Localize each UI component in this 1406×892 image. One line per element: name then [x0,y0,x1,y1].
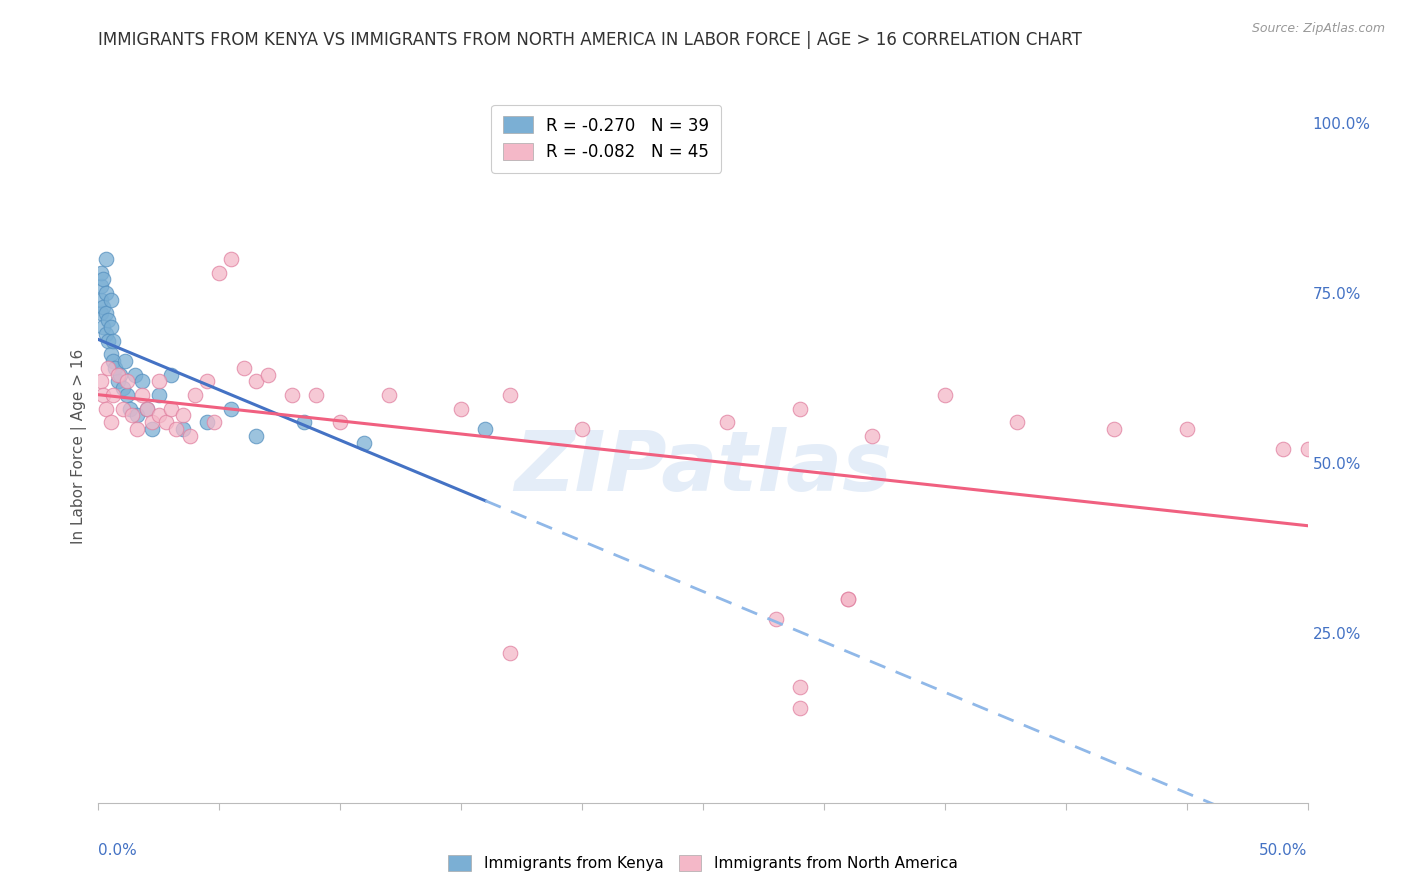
Point [498,646,520,660]
Point [148,375,170,389]
Point [160,368,183,382]
Point [101,388,124,402]
Point [94,326,117,341]
Text: Source: ZipAtlas.com: Source: ZipAtlas.com [1251,22,1385,36]
Point [148,409,170,423]
Point [90,293,112,307]
Point [179,429,201,443]
Point [94,306,117,320]
Point [111,381,134,395]
Point [377,388,399,402]
Point [107,375,129,389]
Point [127,422,149,436]
Text: ZIPatlas: ZIPatlas [515,427,891,508]
Point [245,429,267,443]
Point [789,680,811,694]
Point [1102,422,1125,436]
Legend: Immigrants from Kenya, Immigrants from North America: Immigrants from Kenya, Immigrants from N… [443,849,963,877]
Point [90,306,112,320]
Point [221,401,243,416]
Point [97,313,120,327]
Point [245,375,267,389]
Point [1272,442,1295,457]
Point [91,300,114,314]
Point [97,334,120,348]
Point [101,334,124,348]
Point [195,415,218,429]
Point [474,422,496,436]
Point [91,388,114,402]
Point [111,401,134,416]
Point [1007,415,1029,429]
Point [104,360,127,375]
Point [292,415,315,429]
Point [108,368,131,382]
Point [155,415,177,429]
Point [789,401,811,416]
Point [221,252,243,266]
Point [232,360,254,375]
Point [90,375,112,389]
Point [117,388,139,402]
Point [94,401,117,416]
Point [204,415,226,429]
Point [305,388,328,402]
Point [208,266,231,280]
Point [124,368,146,382]
Point [100,415,122,429]
Text: 50.0%: 50.0% [1260,843,1308,858]
Point [172,409,194,423]
Point [571,422,593,436]
Point [121,409,143,423]
Point [101,354,124,368]
Point [117,375,139,389]
Point [148,388,170,402]
Point [160,401,183,416]
Point [141,415,163,429]
Point [195,375,218,389]
Point [118,401,141,416]
Point [141,422,163,436]
Point [165,422,187,436]
Text: IMMIGRANTS FROM KENYA VS IMMIGRANTS FROM NORTH AMERICA IN LABOR FORCE | AGE > 16: IMMIGRANTS FROM KENYA VS IMMIGRANTS FROM… [98,31,1083,49]
Text: 0.0%: 0.0% [98,843,138,858]
Point [837,591,859,606]
Point [94,252,117,266]
Point [172,422,194,436]
Point [256,368,278,382]
Point [114,354,136,368]
Point [135,401,157,416]
Point [353,435,375,450]
Point [184,388,207,402]
Point [135,401,157,416]
Point [90,266,112,280]
Point [716,415,738,429]
Point [100,320,122,334]
Point [100,293,122,307]
Point [934,388,956,402]
Point [131,375,153,389]
Point [97,360,120,375]
Point [91,272,114,286]
Point [100,347,122,361]
Point [860,429,883,443]
Point [498,388,520,402]
Point [91,320,114,334]
Point [1296,442,1319,457]
Point [837,591,859,606]
Point [281,388,304,402]
Point [107,368,129,382]
Point [90,279,112,293]
Y-axis label: In Labor Force | Age > 16: In Labor Force | Age > 16 [72,349,87,543]
Point [789,700,811,714]
Point [765,612,787,626]
Point [94,286,117,301]
Point [329,415,352,429]
Point [127,409,149,423]
Point [450,401,472,416]
Point [131,388,153,402]
Point [1175,422,1198,436]
